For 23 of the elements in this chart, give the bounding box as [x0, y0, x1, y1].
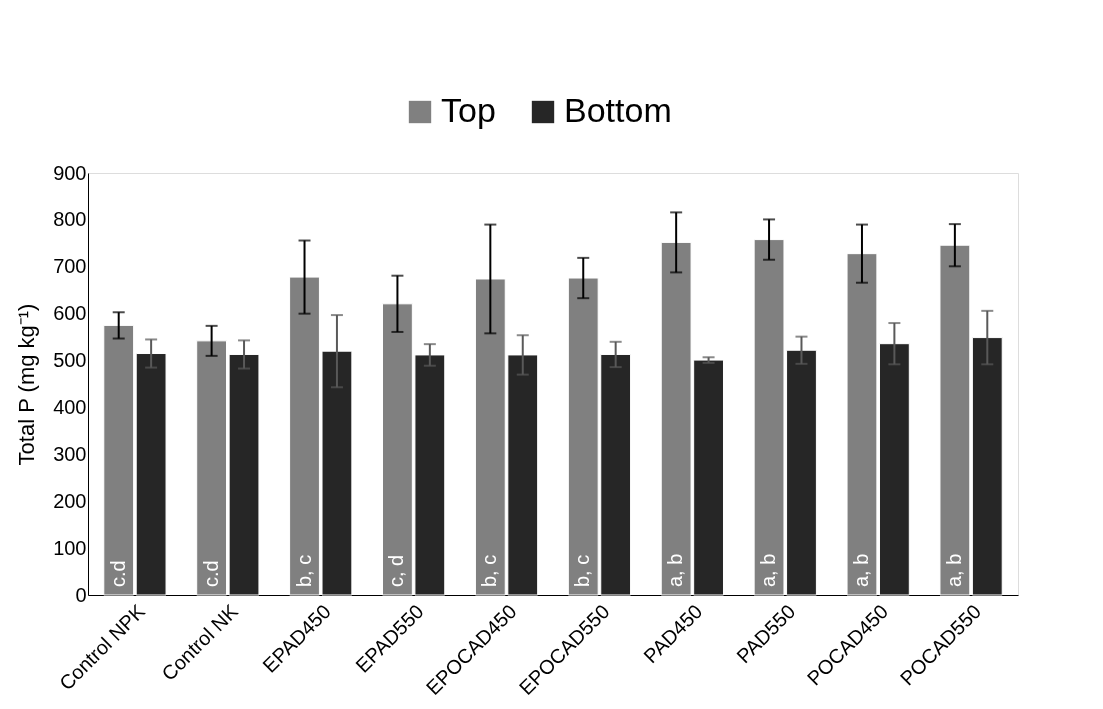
y-tick-label: 200: [53, 489, 87, 512]
legend-label: Bottom: [564, 91, 672, 129]
annotation: b, c: [571, 554, 594, 587]
annotation: c.d: [199, 560, 222, 587]
legend-label: Top: [441, 91, 496, 129]
annotation: c, d: [385, 554, 408, 587]
y-axis-title: Total P (mg kg⁻¹): [14, 303, 40, 466]
y-tick-label: 300: [53, 442, 87, 465]
y-tick-label: 900: [53, 161, 87, 184]
annotation: c.d: [106, 560, 129, 587]
y-tick-label: 600: [53, 302, 87, 325]
annotation: a, b: [849, 553, 872, 587]
annotation: a, b: [664, 553, 687, 587]
annotation: a, b: [942, 553, 965, 587]
annotation: b, c: [292, 554, 315, 587]
y-tick-label: 800: [53, 208, 87, 231]
y-tick-label: 100: [53, 536, 87, 559]
y-tick-label: 500: [53, 349, 87, 372]
y-tick-label: 700: [53, 255, 87, 278]
y-tick-label: 400: [53, 395, 87, 418]
y-tick-label: 0: [75, 583, 87, 606]
annotation: a, b: [757, 553, 780, 587]
annotation: b, c: [478, 554, 501, 587]
